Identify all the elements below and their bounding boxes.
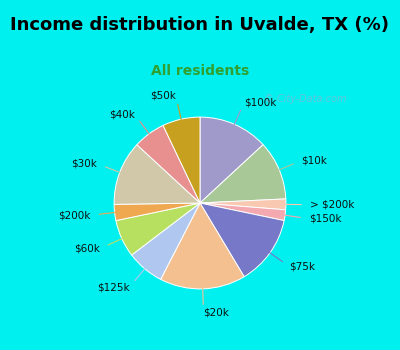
Text: $40k: $40k (109, 110, 135, 119)
Wedge shape (161, 203, 244, 289)
Wedge shape (114, 203, 200, 220)
Text: $30k: $30k (72, 159, 97, 169)
Text: > $200k: > $200k (310, 200, 354, 210)
Wedge shape (200, 199, 286, 210)
Wedge shape (200, 117, 263, 203)
Text: © City-Data.com: © City-Data.com (264, 94, 346, 104)
Text: $20k: $20k (204, 308, 229, 318)
Wedge shape (114, 145, 200, 204)
Text: $125k: $125k (97, 282, 129, 292)
Text: $50k: $50k (150, 91, 176, 101)
Text: Income distribution in Uvalde, TX (%): Income distribution in Uvalde, TX (%) (10, 16, 390, 35)
Text: $10k: $10k (302, 155, 327, 166)
Wedge shape (200, 203, 286, 220)
Wedge shape (200, 145, 286, 203)
Wedge shape (200, 203, 284, 277)
Text: All residents: All residents (151, 64, 249, 78)
Text: $100k: $100k (244, 97, 276, 107)
Wedge shape (132, 203, 200, 279)
Wedge shape (163, 117, 200, 203)
Wedge shape (137, 125, 200, 203)
Text: $75k: $75k (290, 262, 316, 272)
Text: $150k: $150k (309, 214, 341, 224)
Text: $60k: $60k (74, 244, 100, 254)
Wedge shape (116, 203, 200, 255)
Text: $200k: $200k (58, 210, 91, 220)
